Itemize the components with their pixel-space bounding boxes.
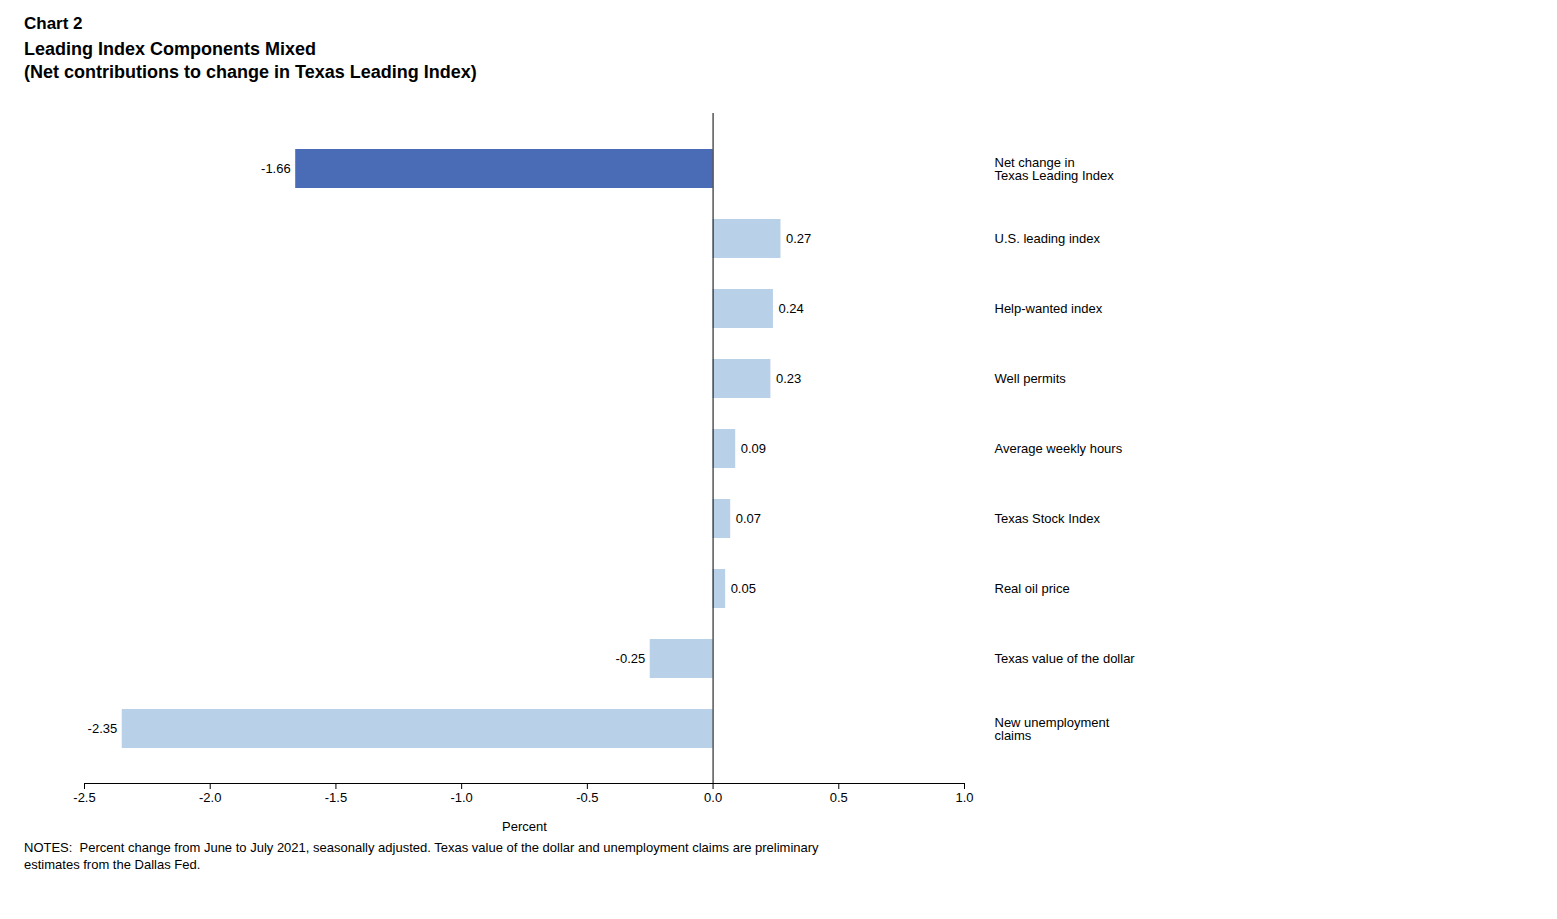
svg-text:0.23: 0.23 bbox=[776, 371, 801, 386]
svg-text:0.0: 0.0 bbox=[704, 790, 722, 805]
svg-text:-2.0: -2.0 bbox=[199, 790, 221, 805]
svg-text:0.27: 0.27 bbox=[786, 231, 811, 246]
svg-text:0.07: 0.07 bbox=[736, 511, 761, 526]
svg-text:0.5: 0.5 bbox=[830, 790, 848, 805]
svg-text:-1.66: -1.66 bbox=[261, 161, 291, 176]
svg-text:Texas Stock Index: Texas Stock Index bbox=[995, 511, 1101, 526]
svg-text:Average weekly hours: Average weekly hours bbox=[995, 441, 1123, 456]
svg-text:Percent: Percent bbox=[502, 818, 547, 833]
svg-text:1.0: 1.0 bbox=[955, 790, 973, 805]
svg-text:-0.25: -0.25 bbox=[616, 651, 646, 666]
svg-text:U.S. leading index: U.S. leading index bbox=[995, 231, 1101, 246]
svg-text:0.05: 0.05 bbox=[731, 581, 756, 596]
svg-text:Well permits: Well permits bbox=[995, 371, 1067, 386]
svg-text:Help-wanted index: Help-wanted index bbox=[995, 301, 1103, 316]
svg-text:New unemploymentclaims: New unemploymentclaims bbox=[995, 714, 1110, 742]
svg-text:-2.5: -2.5 bbox=[73, 790, 95, 805]
svg-text:-1.0: -1.0 bbox=[450, 790, 472, 805]
svg-text:-2.35: -2.35 bbox=[88, 721, 118, 736]
svg-text:0.24: 0.24 bbox=[778, 301, 803, 316]
html-text:NOTES: Percent change from Jun: NOTES: Percent change from June to July … bbox=[24, 839, 819, 873]
svg-text:-0.5: -0.5 bbox=[576, 790, 598, 805]
svg-text:-1.5: -1.5 bbox=[325, 790, 347, 805]
svg-text:0.09: 0.09 bbox=[741, 441, 766, 456]
svg-text:Texas value of the dollar: Texas value of the dollar bbox=[995, 651, 1136, 666]
html-text:Chart 2: Chart 2 bbox=[24, 14, 83, 33]
svg-text:Real oil price: Real oil price bbox=[995, 581, 1070, 596]
svg-text:Net change inTexas Leading Ind: Net change inTexas Leading Index bbox=[995, 154, 1115, 182]
html-text:Leading Index Components Mixed: Leading Index Components Mixed (Net cont… bbox=[24, 39, 477, 83]
